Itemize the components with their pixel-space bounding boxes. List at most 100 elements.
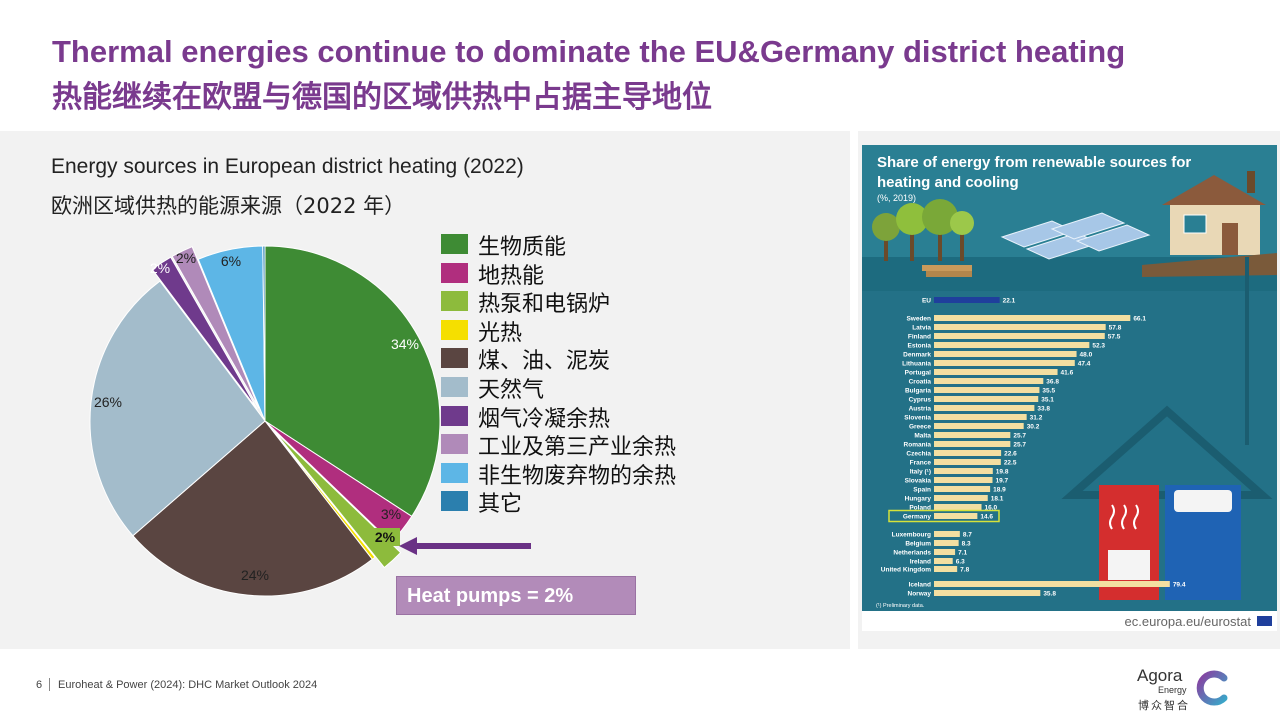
eurostat-bar <box>934 396 1039 402</box>
eurostat-infographic: Share of energy from renewable sources f… <box>862 145 1277 611</box>
legend-item: 煤、油、泥炭 <box>441 343 741 374</box>
germany-highlight-box <box>888 509 1000 523</box>
eurostat-value-label: 16.0 <box>985 505 998 512</box>
pie-subtitle-zh: 欧洲区域供热的能源来源（2022 年） <box>51 194 406 218</box>
eurostat-value-label: 25.7 <box>1013 433 1026 440</box>
pie-data-label: 6% <box>221 253 241 269</box>
pie-slice <box>151 256 258 410</box>
eurostat-country-label: Finland <box>908 334 931 341</box>
eurostat-bar <box>934 531 960 537</box>
legend-label: 非生物废弃物的余热 <box>478 463 677 489</box>
eurostat-source[interactable]: ec.europa.eu/eurostat <box>1124 614 1251 629</box>
legend-label: 热泵和电锅炉 <box>478 292 611 318</box>
eu-flag-icon <box>1257 616 1272 626</box>
pie-subtitle-en: Energy sources in European district heat… <box>51 155 524 178</box>
eurostat-country-label: Sweden <box>906 316 931 323</box>
eurostat-bar <box>934 324 1106 330</box>
heat-pumps-callout: Heat pumps = 2% <box>396 576 636 615</box>
legend-item: 工业及第三产业余热 <box>441 429 741 460</box>
eurostat-value-label: 19.7 <box>996 478 1009 485</box>
eurostat-value-label: 41.6 <box>1061 370 1074 377</box>
pie-slice <box>264 245 440 518</box>
eurostat-country-label: Germany <box>903 514 932 521</box>
eurostat-country-label: Bulgaria <box>905 388 931 395</box>
eurostat-value-label: 57.8 <box>1109 325 1122 332</box>
legend-swatch <box>441 491 468 512</box>
slide-title-zh: 热能继续在欧盟与德国的区域供热中占据主导地位 <box>52 80 712 115</box>
eurostat-bar <box>934 432 1011 438</box>
legend-label: 其它 <box>478 492 523 518</box>
footer-source: Euroheat & Power (2024): DHC Market Outl… <box>58 679 318 691</box>
pie-label-highlight <box>370 528 400 546</box>
pie-data-label: 2% <box>150 260 170 276</box>
eurostat-country-label: Czechia <box>906 451 931 458</box>
eurostat-bar-chart: EU 22.1 Sweden 66.1 Latvia 57.8 Finland 57.5 Est… <box>876 297 1186 609</box>
legend-swatch <box>441 291 468 312</box>
eurostat-value-label: 57.5 <box>1108 334 1121 341</box>
legend-item: 非生物废弃物的余热 <box>441 458 741 489</box>
legend-swatch <box>441 262 468 283</box>
eurostat-bar <box>934 549 956 555</box>
eurostat-scene <box>862 145 1277 611</box>
legend-item: 天然气 <box>441 372 741 403</box>
eurostat-country-label: Iceland <box>909 582 931 589</box>
eurostat-country-label: Ireland <box>910 559 931 566</box>
legend-item: 地热能 <box>441 258 741 289</box>
eurostat-bar <box>934 333 1105 339</box>
eurostat-bar <box>934 351 1077 357</box>
eurostat-bar <box>934 504 982 510</box>
eurostat-value-label: 52.3 <box>1092 343 1105 350</box>
eurostat-value-label: 19.8 <box>996 469 1009 476</box>
eurostat-value-label: 22.6 <box>1004 451 1017 458</box>
eurostat-country-label: Malta <box>914 433 931 440</box>
eurostat-country-label: Netherlands <box>893 550 931 557</box>
eurostat-country-label: Denmark <box>903 352 931 359</box>
eurostat-country-label: Croatia <box>909 379 932 386</box>
eurostat-value-label: 79.4 <box>1173 582 1186 589</box>
pie-data-label: 2% <box>375 529 396 545</box>
pie-data-label: 24% <box>241 567 269 583</box>
eurostat-bar <box>934 459 1001 465</box>
eurostat-value-label: 30.2 <box>1027 424 1040 431</box>
legend-label: 地热能 <box>478 263 545 289</box>
eurostat-country-label: Luxembourg <box>892 532 931 539</box>
solar-panels-icon <box>1000 212 1151 260</box>
eurostat-country-label: Cyprus <box>909 397 932 404</box>
legend-label: 煤、油、泥炭 <box>478 349 611 375</box>
eurostat-bar <box>934 468 993 474</box>
eurostat-title: Share of energy from renewable sources f… <box>877 154 1192 191</box>
eurostat-value-label: 7.1 <box>958 550 967 557</box>
house-icon <box>1142 171 1277 277</box>
eurostat-value-label: 8.7 <box>963 532 972 539</box>
eurostat-bar <box>934 378 1044 384</box>
home-heating-icon <box>1061 405 1273 600</box>
pie-chart: 34% 3% 2% 24% 26% 2% 2% 6% <box>89 245 440 597</box>
eurostat-bar <box>934 590 1041 596</box>
eurostat-bar <box>934 414 1027 420</box>
eurostat-value-label: 35.1 <box>1041 397 1054 404</box>
legend-item: 生物质能 <box>441 229 741 260</box>
eurostat-bar <box>934 558 953 564</box>
eurostat-value-label: 18.9 <box>993 487 1006 494</box>
eurostat-value-label: 35.8 <box>1043 591 1056 598</box>
page-number: 6 <box>36 679 43 691</box>
agora-logo-text: Agora <box>1137 666 1183 685</box>
legend-item: 热泵和电锅炉 <box>441 286 741 317</box>
eurostat-value-label: 48.0 <box>1080 352 1093 359</box>
legend-swatch <box>441 377 468 397</box>
legend-item: 光热 <box>441 315 741 346</box>
eurostat-country-label: Belgium <box>905 541 931 548</box>
legend-label: 天然气 <box>478 378 545 403</box>
eurostat-subtitle: (%, 2019) <box>877 193 917 203</box>
eurostat-value-label: 31.2 <box>1030 415 1043 422</box>
legend-swatch <box>441 234 468 254</box>
eurostat-bar <box>934 387 1040 393</box>
agora-energy-text: Energy <box>1158 685 1187 695</box>
agora-zh-text: 博众智合 <box>1138 699 1190 712</box>
legend-swatch <box>441 348 468 369</box>
legend-swatch <box>441 405 468 426</box>
footer-divider <box>49 678 50 691</box>
eurostat-bar <box>934 360 1075 366</box>
eurostat-country-label: Slovenia <box>904 415 931 422</box>
eurostat-country-label: Lithuania <box>902 361 931 368</box>
